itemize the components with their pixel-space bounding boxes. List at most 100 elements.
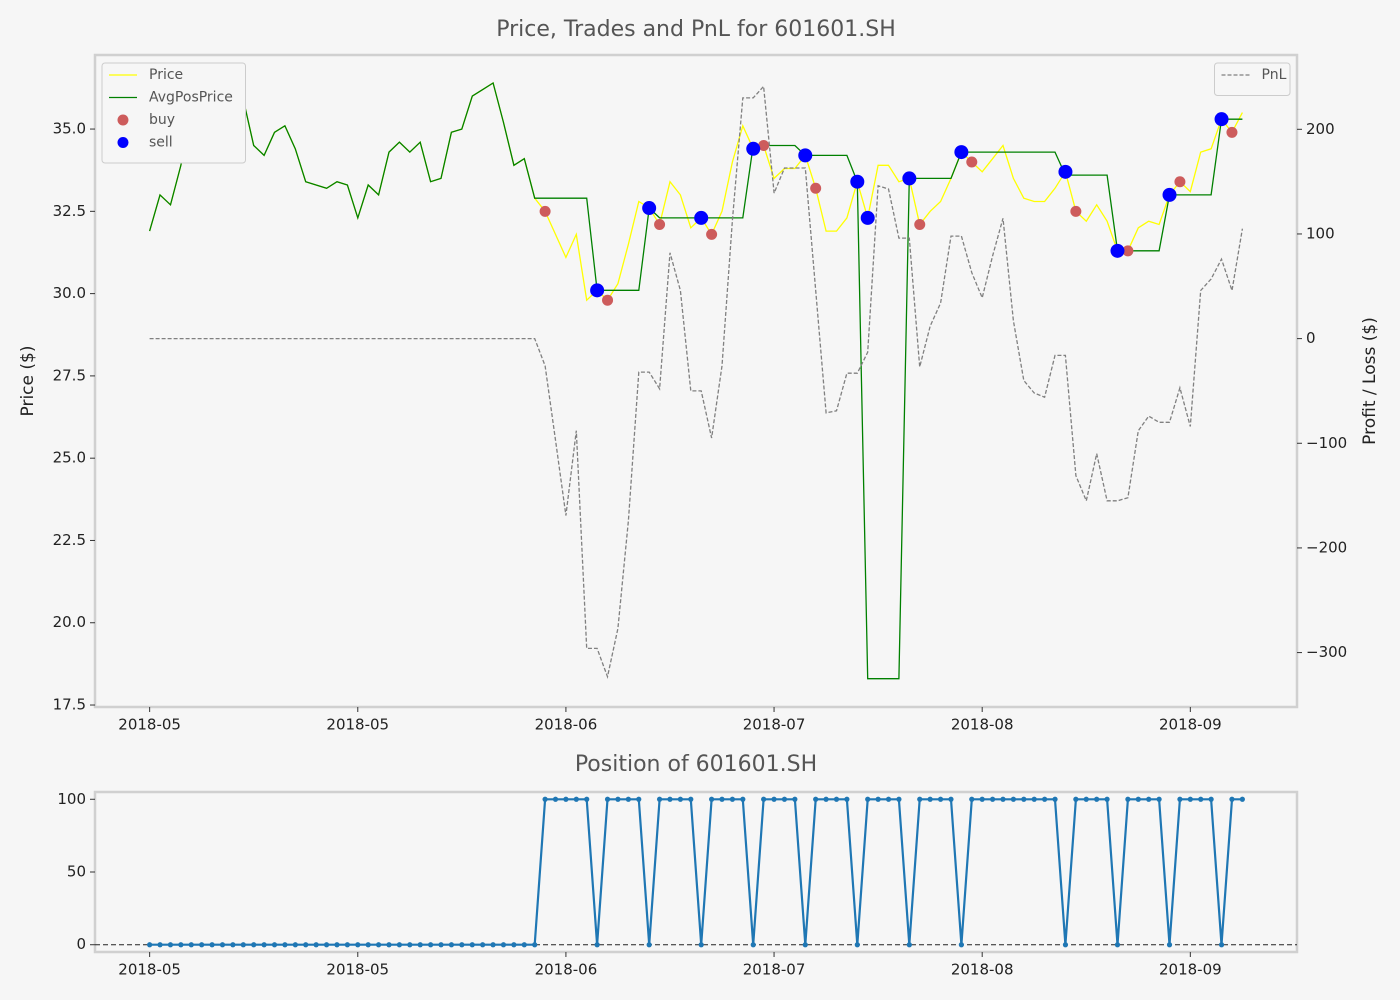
legend-box (101, 62, 246, 164)
trade-marker (914, 219, 926, 231)
y2-tick-label: 200 (1306, 120, 1335, 138)
y-tick-label: 32.5 (53, 202, 86, 220)
point (1062, 942, 1069, 948)
point (885, 796, 892, 802)
point (521, 942, 527, 948)
legend-label: buy (149, 112, 175, 128)
x-tick-label: 2018-05 (118, 961, 181, 979)
y-tick-label: 30.0 (53, 284, 86, 302)
point (594, 942, 600, 948)
series-line (149, 84, 1244, 680)
point (875, 796, 881, 802)
point (417, 942, 423, 948)
point (948, 796, 954, 802)
trade-marker (590, 283, 605, 298)
point (344, 942, 350, 948)
point (1031, 796, 1037, 802)
point (688, 796, 694, 802)
point (219, 942, 226, 948)
point (1156, 796, 1162, 802)
y2-tick-label: 100 (1306, 224, 1335, 242)
point (1021, 796, 1027, 802)
point (719, 796, 725, 802)
point (813, 796, 819, 802)
point (927, 796, 933, 802)
point (407, 942, 413, 948)
point (1198, 796, 1204, 802)
y2-tick-label: −200 (1306, 538, 1347, 556)
point (1208, 796, 1214, 802)
trade-marker (1226, 126, 1238, 138)
chart-title: Price, Trades and PnL for 601601.SH (496, 17, 896, 42)
y-tick-label: 35.0 (53, 120, 86, 138)
point (677, 796, 683, 802)
point (823, 796, 829, 802)
point (448, 942, 455, 948)
trade-marker (539, 205, 551, 217)
plot-area (93, 53, 1299, 709)
y-tick-label: 17.5 (53, 696, 86, 714)
point (906, 942, 912, 948)
legend-label: Price (149, 67, 183, 83)
point (761, 796, 767, 802)
point (240, 942, 246, 948)
point (1104, 796, 1110, 802)
point (698, 942, 704, 948)
x-tick-label: 2018-09 (1159, 716, 1222, 734)
trade-marker (798, 148, 813, 163)
point (604, 796, 611, 802)
x-tick-label: 2018-08 (951, 716, 1014, 734)
point (396, 942, 403, 948)
trade-marker (902, 171, 917, 186)
legend-label: sell (149, 135, 173, 151)
point (511, 942, 517, 948)
x-tick-label: 2018-06 (535, 716, 598, 734)
y-tick-label: 0 (76, 935, 86, 953)
y-tick-label: 25.0 (53, 449, 86, 467)
x-tick-label: 2018-07 (743, 716, 806, 734)
point (282, 942, 288, 948)
point (1135, 796, 1141, 802)
point (937, 796, 944, 802)
point (1094, 796, 1100, 802)
point (542, 796, 548, 802)
point (1239, 796, 1245, 802)
trade-marker (966, 156, 978, 168)
point (261, 942, 267, 948)
x-tick-label: 2018-05 (118, 716, 181, 734)
trade-marker (1058, 164, 1073, 179)
series-line (149, 798, 1243, 946)
point (386, 942, 392, 948)
point (1229, 796, 1235, 802)
point (428, 942, 434, 948)
point (802, 942, 808, 948)
point (500, 942, 507, 948)
y-tick-label: 27.5 (53, 366, 86, 384)
x-tick-label: 2018-05 (326, 716, 389, 734)
trade-marker (1214, 112, 1229, 127)
point (188, 942, 194, 948)
trade-marker (860, 210, 875, 225)
point (865, 796, 871, 802)
point (292, 942, 298, 948)
trade-marker (642, 201, 657, 216)
x-tick-label: 2018-05 (326, 961, 389, 979)
point (958, 942, 964, 948)
point (552, 796, 559, 802)
point (771, 796, 777, 802)
point (646, 942, 652, 948)
point (917, 796, 923, 802)
point (355, 942, 361, 948)
y-tick-label: 20.0 (53, 613, 86, 631)
legend-label: AvgPosPrice (149, 90, 233, 106)
point (313, 942, 319, 948)
point (667, 796, 673, 802)
trade-marker (746, 141, 761, 156)
point (251, 942, 257, 948)
point (209, 942, 215, 948)
point (625, 796, 631, 802)
point (303, 942, 309, 948)
point (1187, 796, 1193, 802)
